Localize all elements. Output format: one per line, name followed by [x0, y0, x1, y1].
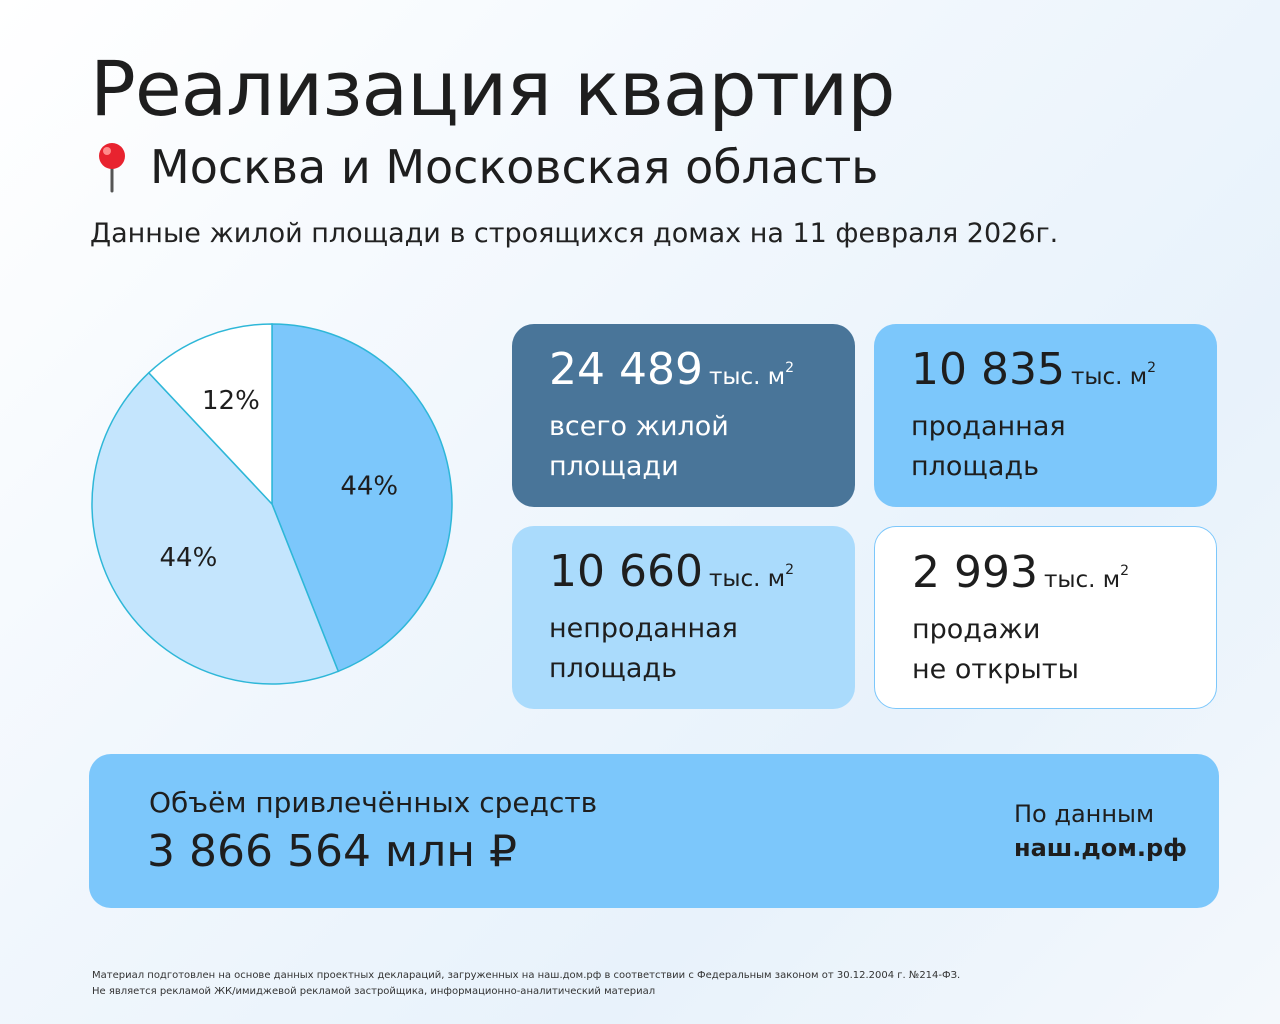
card-total-unit-sup: 2 — [785, 360, 795, 376]
source-label: По данным — [1014, 800, 1155, 828]
card-closed-unit-sup: 2 — [1120, 563, 1130, 579]
card-total-unit-text: тыс. м — [708, 364, 786, 390]
card-closed-unit-text: тыс. м — [1043, 567, 1121, 593]
funds-panel: Объём привлечённых средств 3 866 564 млн… — [89, 754, 1219, 908]
card-total-desc: всего жилой площади — [549, 411, 729, 482]
card-closed-number: 2 993 — [912, 547, 1038, 598]
card-unsold-desc: непроданная площадь — [549, 613, 738, 684]
footnote: Материал подготовлен на основе данных пр… — [92, 968, 960, 1000]
card-unsold-unit: тыс. м2 — [708, 562, 794, 592]
region-subtitle: Москва и Московская область — [92, 140, 878, 194]
card-unsold-unit-sup: 2 — [785, 562, 795, 578]
card-unsold-area: 10 660 тыс. м2 непроданная площадь — [512, 526, 855, 709]
footnote-line-1: Материал подготовлен на основе данных пр… — [92, 970, 961, 981]
card-unsold-number: 10 660 — [549, 546, 703, 597]
card-total-number: 24 489 — [549, 344, 703, 395]
card-total-unit: тыс. м2 — [708, 360, 794, 390]
card-closed-desc-line2: не открыты — [912, 654, 1079, 685]
card-sold-desc: проданная площадь — [911, 411, 1066, 482]
pie-label-1: 44% — [160, 543, 218, 573]
card-closed-area: 2 993 тыс. м2 продажи не открыты — [874, 526, 1217, 709]
card-total-area: 24 489 тыс. м2 всего жилой площади — [512, 324, 855, 507]
card-sold-number-line: 10 835 тыс. м2 — [911, 342, 1217, 403]
pie-chart-svg: 44% 44% 12% — [91, 323, 453, 685]
card-sold-unit-text: тыс. м — [1070, 364, 1148, 390]
card-sold-unit-sup: 2 — [1147, 360, 1157, 376]
pie-label-2: 12% — [202, 386, 260, 416]
pie-slice-1 — [91, 371, 340, 685]
pie-slice-2 — [147, 323, 273, 506]
pie-slice-0 — [271, 323, 453, 673]
pie-label-0: 44% — [340, 471, 398, 501]
page-title: Реализация квартир — [90, 44, 896, 133]
card-sold-unit: тыс. м2 — [1070, 360, 1156, 390]
card-closed-number-line: 2 993 тыс. м2 — [912, 545, 1216, 606]
footnote-line-2: Не является рекламой ЖК/имиджевой реклам… — [92, 986, 656, 997]
card-unsold-number-line: 10 660 тыс. м2 — [549, 544, 855, 605]
card-total-number-line: 24 489 тыс. м2 — [549, 342, 855, 403]
funds-label: Объём привлечённых средств — [149, 786, 598, 819]
card-closed-unit: тыс. м2 — [1043, 563, 1129, 593]
source-link[interactable]: наш.дом.рф — [1014, 834, 1187, 862]
funds-value: 3 866 564 млн ₽ — [147, 826, 517, 877]
card-unsold-unit-text: тыс. м — [708, 566, 786, 592]
region-name: Москва и Московская область — [150, 140, 879, 194]
card-sold-area: 10 835 тыс. м2 проданная площадь — [874, 324, 1217, 507]
card-closed-desc-line1: продажи — [912, 614, 1041, 645]
pin-icon — [99, 143, 125, 193]
pie-chart: 44% 44% 12% — [88, 320, 456, 688]
card-sold-number: 10 835 — [911, 344, 1065, 395]
card-closed-desc: продажи не открыты — [912, 610, 1172, 690]
data-caption: Данные жилой площади в строящихся домах … — [90, 218, 1059, 249]
